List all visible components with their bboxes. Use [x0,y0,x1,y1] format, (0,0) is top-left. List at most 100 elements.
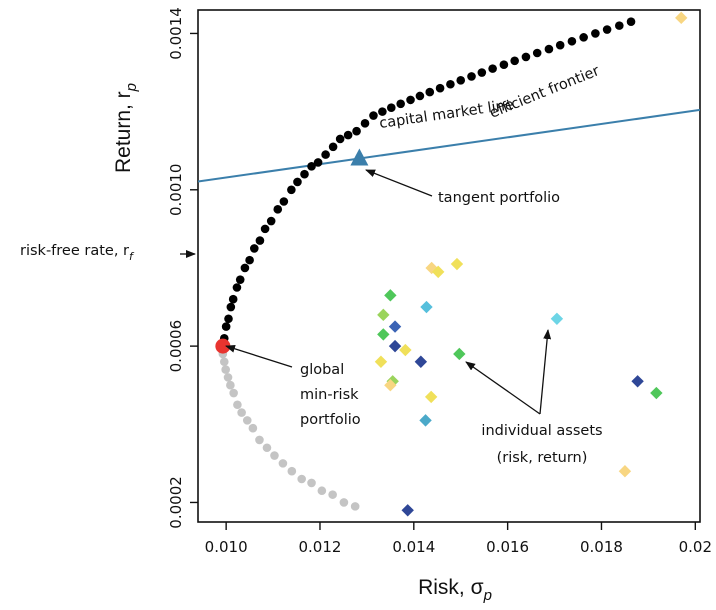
risk-free-label: risk-free rate, rf [20,243,135,263]
efficient-point [615,21,624,30]
inefficient-point [233,400,242,410]
x-tick-label: 0.018 [580,538,623,556]
efficient-point [425,87,435,97]
efficient-point [369,111,378,120]
assets-arrow-left [465,361,541,415]
inefficient-point [248,423,258,433]
inefficient-point [317,486,327,496]
efficient-point [521,52,531,62]
asset-point [650,386,663,400]
efficient-point [396,99,405,109]
y-tick-label: 0.0010 [167,164,185,217]
y-axis: 0.0002 0.0006 0.0010 0.0014 [167,7,198,529]
inefficient-point [219,357,229,367]
x-axis: 0.010 0.012 0.014 0.016 0.018 0.02 [205,522,712,556]
efficient-point [544,44,554,54]
inefficient-point [242,416,252,425]
asset-point [424,390,438,404]
efficient-point [415,91,425,101]
y-axis-title: Return, rp [112,83,140,173]
asset-point [550,312,564,325]
x-tick-label: 0.02 [679,538,712,556]
efficient-point [477,68,487,77]
inefficient-point [339,498,349,507]
efficient-point [245,255,254,265]
x-tick-label: 0.014 [392,538,435,556]
asset-point [384,289,397,302]
efficient-point [249,244,259,253]
efficient-frontier-series [218,17,636,351]
asset-point [675,11,688,25]
inefficient-point [297,474,306,484]
efficient-point [567,36,577,46]
efficient-point [287,185,296,195]
efficient-point [226,302,236,312]
efficient-point [579,33,588,42]
gmv-label-line-3: portfolio [300,412,361,428]
asset-point [374,355,388,368]
efficient-point [467,72,476,81]
efficient-point [240,263,250,273]
asset-point [399,343,412,357]
assets-arrow-right [539,329,552,415]
efficient-point [300,169,309,179]
asset-point [401,504,414,517]
efficient-point [352,126,361,136]
efficient-point [335,134,345,144]
efficient-point [232,283,242,292]
efficient-point [488,64,497,73]
efficient-point [532,48,542,58]
efficient-point [602,25,612,34]
gmv-label-line-2: min-risk [300,387,359,403]
asset-point [453,347,466,361]
efficient-point [279,197,289,206]
asset-point [377,328,390,341]
assets-label-line-1: individual assets [481,423,602,439]
efficient-point [510,56,519,66]
inefficient-point [307,478,316,488]
x-axis-title: Risk, σp [418,576,492,604]
y-tick-label: 0.0006 [167,320,185,373]
inefficient-point [270,451,279,460]
efficient-point [456,76,466,85]
gmv-arrow [225,344,293,368]
efficient-point [293,177,302,187]
inefficient-point [221,365,230,374]
asset-point [618,464,632,478]
efficient-point [235,275,245,284]
inefficient-point [226,380,235,390]
efficient-point [360,119,370,128]
efficient-point [378,107,387,116]
inefficient-point [223,373,233,382]
efficient-point [626,17,636,27]
efficient-point [386,103,396,113]
asset-point [419,414,432,427]
assets-label-line-2: (risk, return) [497,450,588,466]
x-tick-label: 0.010 [205,538,248,556]
inefficient-point [237,408,246,417]
asset-point [420,300,433,314]
y-tick-label: 0.0002 [167,476,185,529]
inefficient-point [350,502,360,511]
efficient-frontier-label: efficient frontier [488,63,602,122]
asset-point [631,375,644,388]
inefficient-point [287,466,297,476]
inefficient-point [278,459,288,468]
inefficient-point [255,435,264,445]
individual-assets-series [374,11,688,517]
y-tick-label: 0.0014 [167,7,185,60]
inefficient-frontier-series [218,349,360,511]
plot-frame [197,9,701,523]
efficient-point [266,216,276,226]
efficient-point [446,79,455,89]
capital-market-line [198,108,700,183]
efficient-point [321,150,330,159]
asset-point [388,320,402,333]
efficient-point [343,130,353,140]
inefficient-point [328,490,337,499]
efficient-point [260,224,270,234]
efficient-point [224,314,233,324]
inefficient-point [229,388,238,398]
